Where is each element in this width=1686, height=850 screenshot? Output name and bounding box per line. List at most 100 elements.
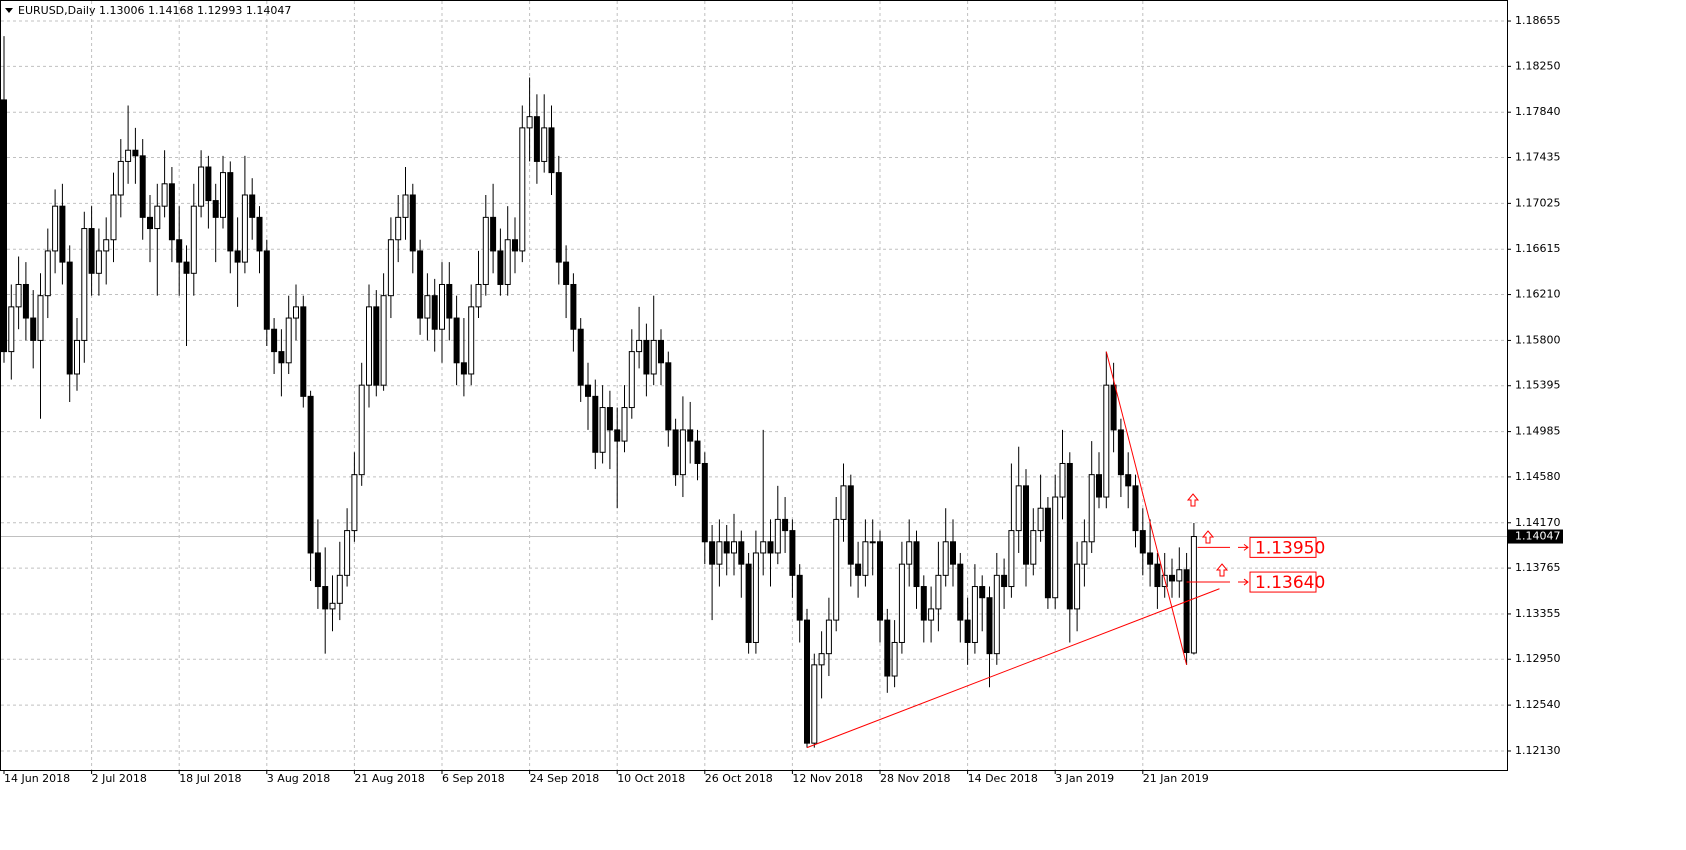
candle-body [147,216,153,230]
y-tick-label: 1.14170 [1515,516,1561,529]
candle-body [1096,474,1102,498]
candle-body [1139,530,1146,554]
candle-body [898,563,905,643]
candle-body [44,250,51,297]
candle-body [650,339,657,375]
candle-body [351,474,358,532]
y-tick-label: 1.14580 [1515,470,1561,483]
candle-body [555,172,562,263]
candle-body [971,586,978,643]
candle-body [154,205,161,230]
y-tick-label: 1.18655 [1515,14,1561,27]
candle-body [1081,541,1088,565]
x-tick-label: 10 Oct 2018 [617,772,685,785]
y-tick-label: 1.18250 [1515,59,1561,72]
y-tick-label: 1.13765 [1515,561,1561,574]
candle-body [760,541,767,554]
y-tick-label: 1.13355 [1515,607,1561,620]
candle-body [110,194,117,241]
candle-body [1176,569,1183,582]
candle-body [950,541,956,565]
candle-body [1030,530,1037,565]
candle-body [519,127,526,252]
y-tick-label: 1.17840 [1515,105,1561,118]
trendline [1105,351,1188,665]
candle-body [1117,429,1124,476]
candle-body [716,541,723,565]
y-tick-label: 1.14985 [1515,425,1561,438]
candle-body [256,216,263,252]
candle-body [380,295,387,386]
x-tick-label: 14 Jun 2018 [4,772,70,785]
candle-body [621,407,628,442]
candle-body [205,166,212,202]
candle-body [709,541,716,565]
candle-body [1169,574,1175,582]
candle-body [373,306,380,386]
x-tick-label: 21 Jan 2019 [1143,772,1209,785]
y-tick-label: 1.15800 [1515,333,1561,346]
x-tick-label: 28 Nov 2018 [880,772,950,785]
level-arrow [1238,543,1249,551]
candle-body [767,541,774,554]
chart-title: EURUSD,Daily 1.13006 1.14168 1.12993 1.1… [18,4,291,17]
candle-body [1103,384,1110,498]
candle-body [453,317,460,364]
candle-body [168,183,175,241]
candle-body [811,664,818,744]
candle-body [117,160,124,196]
candle-body [161,183,168,207]
candle-body [723,541,730,554]
candle-body [1125,474,1132,487]
candle-body [636,339,643,353]
candle-body [818,653,825,666]
x-tick-label: 21 Aug 2018 [354,772,424,785]
candle-body [913,541,920,588]
candle-body [548,127,555,174]
candle-body [278,351,285,364]
candle-body [227,172,234,252]
candle-body [52,205,59,252]
candle-body [877,541,883,621]
candle-body [446,283,453,319]
candle-body [752,552,759,643]
y-tick-label: 1.15395 [1515,379,1561,392]
candle-body [957,563,964,621]
candle-body [541,127,548,162]
candle-body [482,216,489,285]
candle-body [475,283,482,308]
candle-body [249,194,256,218]
candle-body [1154,563,1161,588]
candle-body [1,99,7,353]
candle-body [409,194,416,252]
candle-body [1183,569,1190,654]
candle-body [88,228,95,274]
candle-body [570,283,577,330]
candle-body [665,362,672,431]
y-tick-label: 1.12950 [1515,652,1561,665]
up-arrow [1201,530,1215,544]
candle-body [1074,563,1081,610]
candle-body [1066,462,1073,610]
candle-body [920,586,927,621]
candle-body [1110,384,1117,431]
x-tick-label: 26 Oct 2018 [705,772,773,785]
candle-body [701,462,708,543]
price-box [1508,529,1563,544]
price-box-label: 1.14047 [1515,530,1561,543]
candle-body [37,295,44,341]
candle-body [66,261,73,375]
candle-body [694,440,701,464]
candle-body [614,429,621,442]
candle-body [526,116,533,129]
candle-body [862,541,869,576]
candle-body [782,518,789,532]
candle-body [336,574,343,604]
x-tick-label: 6 Sep 2018 [442,772,505,785]
candle-body [74,339,80,375]
candle-body [840,485,847,520]
candle-body [577,328,584,386]
candle-body [81,228,88,341]
x-tick-label: 2 Jul 2018 [92,772,147,785]
